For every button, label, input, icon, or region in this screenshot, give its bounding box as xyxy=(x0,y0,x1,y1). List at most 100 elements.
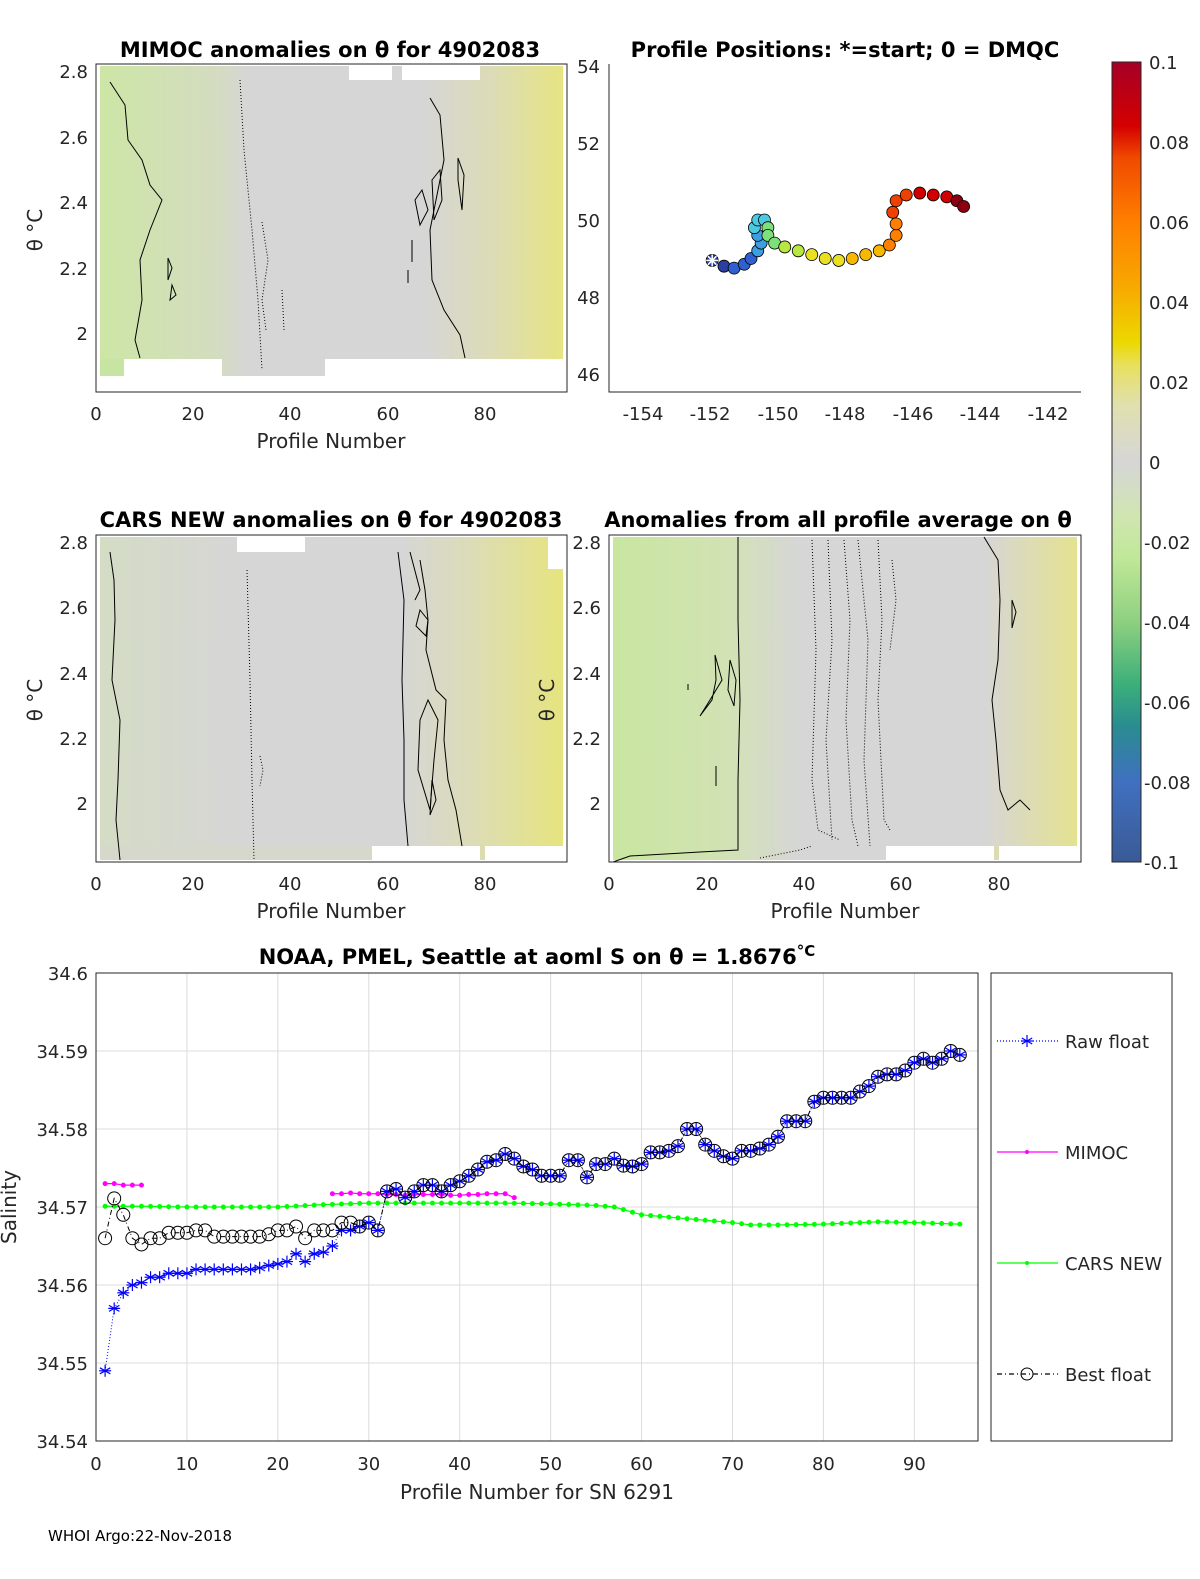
cars-new-point xyxy=(439,1200,445,1206)
y-axis-label: Salinity xyxy=(0,1170,21,1244)
best-float-marker xyxy=(652,1145,667,1160)
cars-new-point xyxy=(539,1201,545,1207)
cars-new-point xyxy=(784,1222,790,1228)
best-float-marker xyxy=(798,1114,813,1129)
best-float-marker xyxy=(316,1223,331,1238)
best-float-marker xyxy=(761,1137,776,1152)
best-float-marker xyxy=(607,1151,622,1166)
y-tick: 2.8 xyxy=(59,533,88,554)
cars-new-point xyxy=(893,1219,899,1225)
mimoc-point xyxy=(120,1182,126,1188)
best-float-marker xyxy=(934,1051,949,1066)
cars-new-point xyxy=(811,1221,817,1227)
profile-position-point xyxy=(872,244,886,258)
mimoc-point xyxy=(348,1190,354,1196)
cars-new-point xyxy=(357,1200,363,1206)
cars-new-point xyxy=(584,1202,590,1208)
cb-tick: 0.08 xyxy=(1149,133,1189,154)
cars-new-point xyxy=(457,1200,463,1206)
x-tick: 60 xyxy=(377,404,400,425)
cars-new-point xyxy=(666,1214,672,1220)
x-tick: 80 xyxy=(474,404,497,425)
profile-position-point xyxy=(886,205,900,219)
best-float-marker xyxy=(925,1055,940,1070)
missing-data xyxy=(349,66,392,80)
best-float-marker xyxy=(616,1158,631,1173)
best-float-marker xyxy=(780,1114,795,1129)
y-axis-label: θ °C xyxy=(23,209,47,252)
y-tick: 2.4 xyxy=(572,664,601,685)
cb-tick: 0.1 xyxy=(1149,53,1178,74)
axes-frame xyxy=(608,534,1082,863)
cars-new-point xyxy=(184,1204,190,1210)
cars-new-point xyxy=(611,1204,617,1210)
x-axis-label: Profile Number xyxy=(771,899,921,923)
best-float-marker xyxy=(161,1225,176,1240)
cars-new-point xyxy=(339,1201,345,1207)
y-tick: 48 xyxy=(577,288,600,309)
y-tick: 34.58 xyxy=(36,1120,88,1141)
best-float-marker xyxy=(361,1215,376,1230)
cars-new-point xyxy=(866,1219,872,1225)
best-float-marker xyxy=(898,1063,913,1078)
cars-new-point xyxy=(575,1202,581,1208)
profile-position-point xyxy=(889,194,903,208)
cars-new-point xyxy=(202,1204,208,1210)
mimoc-point xyxy=(475,1192,481,1198)
cars-new-point xyxy=(875,1219,881,1225)
mimoc-point xyxy=(429,1192,435,1198)
lon-tick-labels: -154 -152 -150 -148 -146 -144 -142 xyxy=(623,404,1069,425)
x-tick: 0 xyxy=(90,874,101,895)
profile-position-point xyxy=(889,228,903,242)
x-tick: 0 xyxy=(90,1454,101,1475)
series xyxy=(98,1044,967,1377)
x-tick: 20 xyxy=(182,404,205,425)
mimoc-point xyxy=(102,1181,108,1187)
y-tick: 2.6 xyxy=(59,128,88,149)
x-tick: 40 xyxy=(279,404,302,425)
best-float-marker xyxy=(243,1229,258,1244)
best-float-marker xyxy=(634,1157,649,1172)
footer-credit: WHOI Argo:22-Nov-2018 xyxy=(48,1527,232,1545)
cars-new-point xyxy=(684,1216,690,1222)
x-axis-label: Profile Number xyxy=(257,899,407,923)
best-float-marker xyxy=(207,1229,222,1244)
panel-title: MIMOC anomalies on θ for 4902083 xyxy=(120,38,540,62)
mimoc-point xyxy=(329,1191,335,1197)
cars-new-point xyxy=(266,1204,272,1210)
grid xyxy=(96,972,978,1442)
heatmap xyxy=(480,846,485,860)
best-float-marker xyxy=(680,1122,695,1136)
y-tick: 34.59 xyxy=(36,1042,88,1063)
best-float-marker xyxy=(216,1229,231,1244)
x-tick: -142 xyxy=(1028,404,1069,425)
x-tick: 40 xyxy=(793,874,816,895)
best-float-marker xyxy=(98,1231,113,1246)
best-float-marker xyxy=(479,1154,494,1169)
cars-new-point xyxy=(848,1220,854,1226)
mimoc-point xyxy=(111,1181,117,1187)
all-average-anomaly-panel: Anomalies from all profile average on θ … xyxy=(535,508,1082,923)
cars-new-point xyxy=(475,1200,481,1206)
mimoc-point xyxy=(420,1192,426,1198)
legend: Raw float MIMOC CARS NEW Best float xyxy=(990,972,1173,1442)
cars-new-point xyxy=(148,1203,154,1209)
profile-position-point xyxy=(818,252,832,265)
cars-new-point xyxy=(366,1200,372,1206)
profile-position-point xyxy=(899,188,913,202)
cars-new-point xyxy=(248,1204,254,1210)
cars-new-point xyxy=(593,1202,599,1208)
cars-new-point xyxy=(502,1200,508,1206)
y-tick: 34.56 xyxy=(36,1276,88,1297)
cars-new-point xyxy=(511,1200,517,1206)
cb-tick: -0.04 xyxy=(1144,613,1191,634)
x-tick: 40 xyxy=(448,1454,471,1475)
cars-new-point xyxy=(429,1200,435,1206)
best-float-marker xyxy=(670,1139,685,1154)
cars-new-point xyxy=(930,1220,936,1226)
x-tick: 20 xyxy=(182,874,205,895)
best-float-marker xyxy=(889,1067,904,1082)
cars-new-point xyxy=(911,1220,917,1226)
cb-tick: -0.1 xyxy=(1144,853,1179,874)
cars-new-point xyxy=(830,1221,836,1227)
